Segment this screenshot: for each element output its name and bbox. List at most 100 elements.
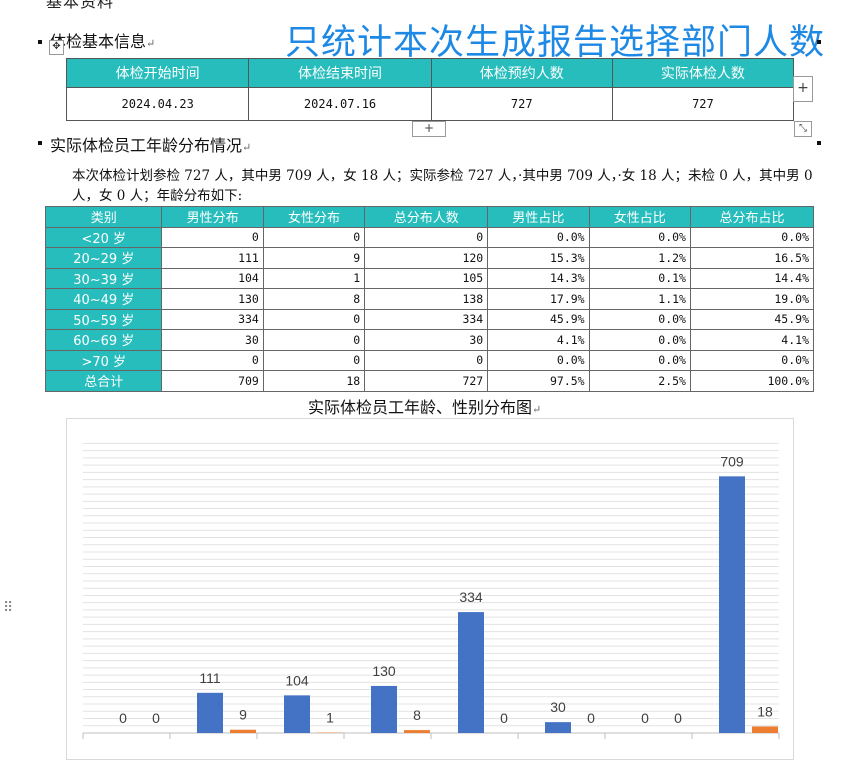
table-cell: 0.0%	[589, 227, 690, 248]
move-icon[interactable]: ✥	[49, 40, 64, 55]
table-cell: 334	[365, 309, 488, 330]
bar-series-1-7	[719, 476, 745, 733]
data-label: 334	[459, 589, 483, 605]
table-header-cell: 女性分布	[263, 207, 364, 228]
section-title-age-distribution: 实际体检员工年龄分布情况↵	[50, 132, 251, 156]
bar-series-2-3	[404, 730, 430, 733]
table-cell: 100.0%	[690, 371, 813, 392]
drag-handle-icon[interactable]: ⠿	[3, 600, 11, 616]
table-cell: 2024.04.23	[67, 88, 249, 121]
table-cell: 0.0%	[488, 350, 589, 371]
table-cell: 4.1%	[690, 330, 813, 351]
table-cell: 0.0%	[690, 227, 813, 248]
row-category-cell: 总合计	[46, 371, 162, 392]
table-cell: 0	[365, 350, 488, 371]
table-header-cell: 体检开始时间	[67, 59, 249, 88]
table-cell: 1.1%	[589, 289, 690, 310]
data-label: 0	[152, 710, 160, 726]
top-heading-partial: 基本资料	[46, 0, 114, 12]
table-cell: 0	[263, 330, 364, 351]
data-label: 709	[720, 453, 744, 469]
data-label: 18	[757, 703, 773, 719]
table-cell: 0.0%	[488, 227, 589, 248]
bullet-marker	[817, 141, 821, 145]
table-cell: 0	[263, 350, 364, 371]
table-header-cell: 女性占比	[589, 207, 690, 228]
chart-title: 实际体检员工年龄、性别分布图↵	[308, 394, 541, 418]
resize-icon[interactable]: ⤡	[794, 121, 812, 137]
table-cell: 130	[162, 289, 263, 310]
bar-series-1-2	[284, 695, 310, 733]
table-cell: 727	[612, 88, 793, 121]
bullet-marker	[817, 40, 821, 44]
data-label: 0	[119, 710, 127, 726]
table-cell: 0.0%	[589, 350, 690, 371]
bar-series-1-1	[197, 693, 223, 733]
table-cell: 14.3%	[488, 268, 589, 289]
table-cell: 15.3%	[488, 248, 589, 269]
data-label: 0	[674, 710, 682, 726]
table-header-cell: 类别	[46, 207, 162, 228]
row-category-cell: <20 岁	[46, 227, 162, 248]
row-category-cell: >70 岁	[46, 350, 162, 371]
data-label: 9	[239, 707, 247, 723]
data-label: 104	[285, 672, 309, 688]
table-cell: 0.0%	[589, 309, 690, 330]
table-cell: 14.4%	[690, 268, 813, 289]
row-category-cell: 60~69 岁	[46, 330, 162, 351]
table-cell: 97.5%	[488, 371, 589, 392]
basic-info-table: 体检开始时间 体检结束时间 体检预约人数 实际体检人数 2024.04.23 2…	[66, 58, 794, 121]
table-header-cell: 体检结束时间	[249, 59, 431, 88]
table-cell: 8	[263, 289, 364, 310]
table-cell: 0.0%	[589, 330, 690, 351]
table-cell: 19.0%	[690, 289, 813, 310]
table-cell: 138	[365, 289, 488, 310]
table-cell: 0	[162, 227, 263, 248]
bar-series-2-7	[752, 726, 778, 733]
table-cell: 727	[431, 88, 612, 121]
table-header-cell: 总分布占比	[690, 207, 813, 228]
table-cell: 30	[162, 330, 263, 351]
table-cell: 17.9%	[488, 289, 589, 310]
bullet-marker	[38, 40, 42, 44]
data-label: 111	[199, 670, 220, 686]
table-cell: 0	[263, 309, 364, 330]
table-cell: 727	[365, 371, 488, 392]
table-cell: 2.5%	[589, 371, 690, 392]
data-label: 8	[413, 707, 421, 723]
table-cell: 2024.07.16	[249, 88, 431, 121]
table-cell: 0.1%	[589, 268, 690, 289]
table-header-cell: 总分布人数	[365, 207, 488, 228]
data-label: 1	[326, 710, 334, 726]
table-cell: 709	[162, 371, 263, 392]
row-category-cell: 20~29 岁	[46, 248, 162, 269]
table-cell: 120	[365, 248, 488, 269]
data-label: 0	[641, 710, 649, 726]
table-cell: 45.9%	[690, 309, 813, 330]
table-header-cell: 体检预约人数	[431, 59, 612, 88]
table-cell: 0	[162, 350, 263, 371]
summary-paragraph: 本次体检计划参检 727 人，其中男 709 人，女 18 人；实际参检 727…	[72, 166, 814, 206]
table-header-cell: 男性分布	[162, 207, 263, 228]
table-cell: 1.2%	[589, 248, 690, 269]
table-cell: 30	[365, 330, 488, 351]
row-category-cell: 50~59 岁	[46, 309, 162, 330]
table-cell: 0	[365, 227, 488, 248]
section-title-basic-info: 体检基本信息↵	[50, 28, 155, 52]
add-column-button[interactable]: +	[793, 76, 813, 102]
table-cell: 4.1%	[488, 330, 589, 351]
table-cell: 0	[263, 227, 364, 248]
bar-series-1-5	[545, 722, 571, 733]
bullet-marker	[38, 141, 42, 145]
table-header-cell: 男性占比	[488, 207, 589, 228]
add-row-button[interactable]: +	[412, 121, 446, 137]
data-label: 130	[372, 663, 396, 679]
data-label: 0	[587, 710, 595, 726]
